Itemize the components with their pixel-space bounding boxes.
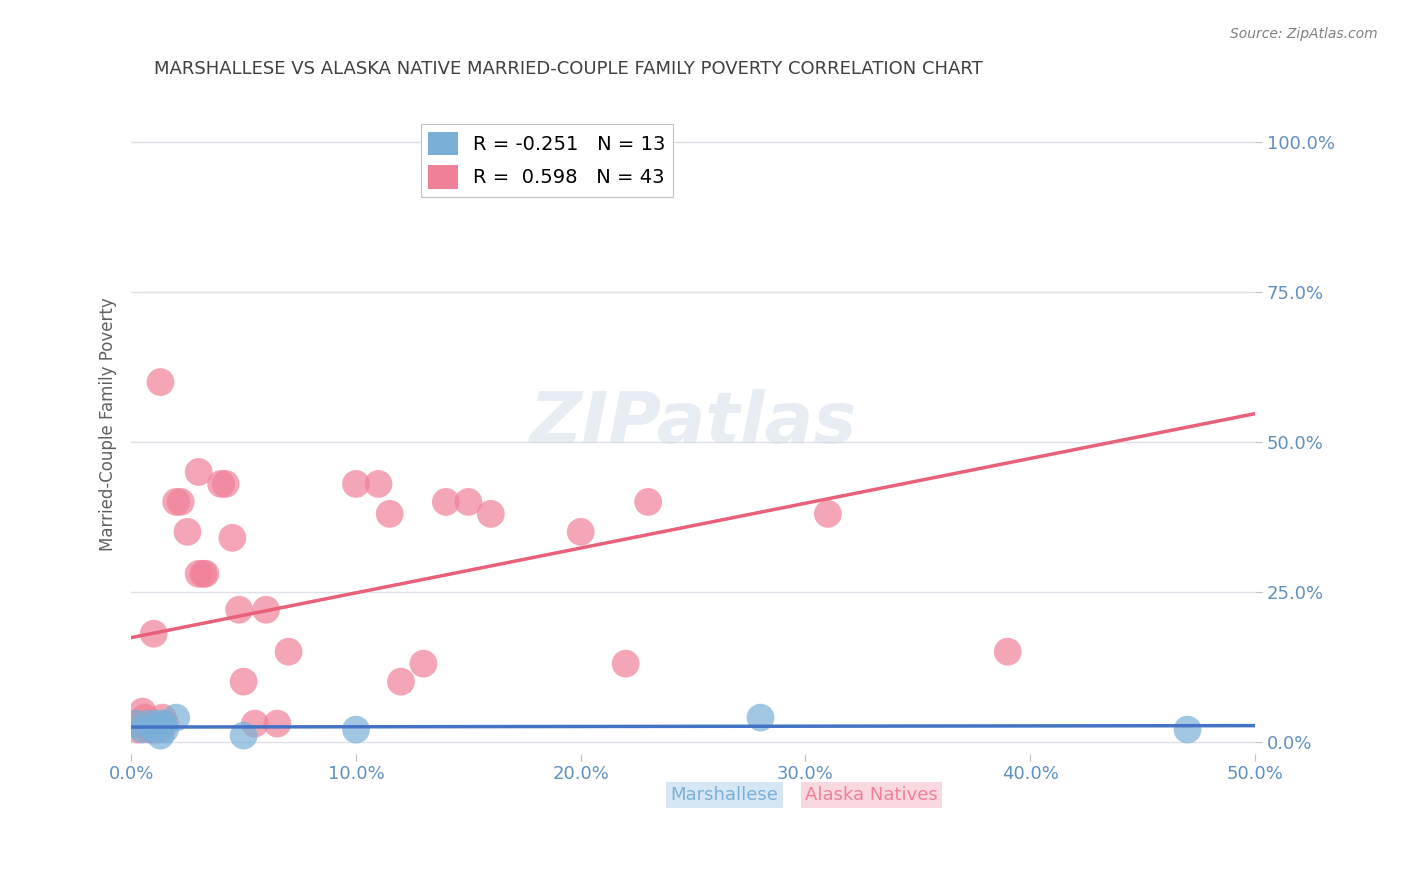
Point [232, 729, 254, 743]
Point [614, 657, 637, 671]
Legend: R = -0.251   N = 13, R =  0.598   N = 43: R = -0.251 N = 13, R = 0.598 N = 43 [420, 124, 673, 196]
Point [243, 716, 266, 731]
Point [187, 566, 209, 581]
Point [191, 566, 214, 581]
Point [637, 495, 659, 509]
Text: ZIPatlas: ZIPatlas [530, 390, 856, 458]
Point [152, 710, 174, 724]
Point [125, 716, 148, 731]
Point [569, 524, 592, 539]
Point [136, 716, 159, 731]
Point [148, 716, 170, 731]
Point [152, 716, 174, 731]
Point [141, 723, 163, 737]
Point [142, 626, 165, 640]
Point [153, 716, 176, 731]
Point [254, 603, 277, 617]
Point [149, 375, 172, 389]
Point [131, 723, 153, 737]
Point [145, 716, 167, 731]
Point [344, 723, 367, 737]
Point [149, 729, 172, 743]
Point [232, 674, 254, 689]
Point [127, 723, 149, 737]
Point [209, 477, 232, 491]
Point [749, 710, 772, 724]
Text: Source: ZipAtlas.com: Source: ZipAtlas.com [1230, 27, 1378, 41]
Point [176, 524, 198, 539]
Point [125, 716, 148, 731]
Point [221, 531, 243, 545]
Point [817, 507, 839, 521]
Point [389, 674, 412, 689]
Text: Alaska Natives: Alaska Natives [806, 786, 938, 804]
Text: Marshallese: Marshallese [671, 786, 779, 804]
Point [367, 477, 389, 491]
Point [165, 495, 187, 509]
Point [148, 723, 170, 737]
Point [134, 710, 156, 724]
Y-axis label: Married-Couple Family Poverty: Married-Couple Family Poverty [100, 297, 117, 551]
Text: MARSHALLESE VS ALASKA NATIVE MARRIED-COUPLE FAMILY POVERTY CORRELATION CHART: MARSHALLESE VS ALASKA NATIVE MARRIED-COU… [153, 60, 983, 78]
Point [131, 705, 153, 719]
Point [997, 645, 1019, 659]
Point [1177, 723, 1199, 737]
Point [194, 566, 217, 581]
Point [479, 507, 502, 521]
Point [378, 507, 401, 521]
Point [457, 495, 479, 509]
Point [170, 495, 193, 509]
Point [344, 477, 367, 491]
Point [142, 723, 165, 737]
Point [434, 495, 457, 509]
Point [153, 723, 176, 737]
Point [187, 465, 209, 479]
Point [138, 716, 160, 731]
Point [165, 710, 187, 724]
Point [228, 603, 250, 617]
Point [138, 723, 160, 737]
Point [266, 716, 288, 731]
Point [412, 657, 434, 671]
Point [277, 645, 299, 659]
Point [214, 477, 236, 491]
